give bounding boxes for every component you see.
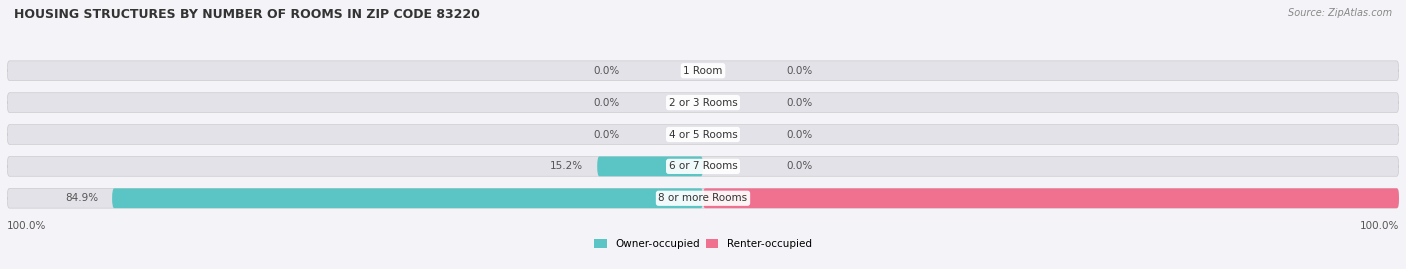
Text: 4 or 5 Rooms: 4 or 5 Rooms <box>669 129 737 140</box>
Text: 0.0%: 0.0% <box>786 161 813 171</box>
FancyBboxPatch shape <box>7 188 1399 208</box>
Text: 15.2%: 15.2% <box>550 161 583 171</box>
FancyBboxPatch shape <box>7 157 1399 176</box>
Text: 6 or 7 Rooms: 6 or 7 Rooms <box>669 161 737 171</box>
Text: 0.0%: 0.0% <box>593 129 620 140</box>
Text: Source: ZipAtlas.com: Source: ZipAtlas.com <box>1288 8 1392 18</box>
Text: 100.0%: 100.0% <box>7 221 46 231</box>
Text: 0.0%: 0.0% <box>786 98 813 108</box>
Text: 0.0%: 0.0% <box>786 66 813 76</box>
Text: 0.0%: 0.0% <box>593 66 620 76</box>
FancyBboxPatch shape <box>7 61 1399 81</box>
Text: 84.9%: 84.9% <box>65 193 98 203</box>
Text: 8 or more Rooms: 8 or more Rooms <box>658 193 748 203</box>
FancyBboxPatch shape <box>598 157 703 176</box>
Text: 1 Room: 1 Room <box>683 66 723 76</box>
FancyBboxPatch shape <box>7 93 1399 112</box>
Text: 100.0%: 100.0% <box>1360 221 1399 231</box>
FancyBboxPatch shape <box>7 125 1399 144</box>
Text: 0.0%: 0.0% <box>786 129 813 140</box>
FancyBboxPatch shape <box>703 188 1399 208</box>
Text: 2 or 3 Rooms: 2 or 3 Rooms <box>669 98 737 108</box>
FancyBboxPatch shape <box>112 188 703 208</box>
Legend: Owner-occupied, Renter-occupied: Owner-occupied, Renter-occupied <box>591 235 815 253</box>
Text: 0.0%: 0.0% <box>593 98 620 108</box>
Text: HOUSING STRUCTURES BY NUMBER OF ROOMS IN ZIP CODE 83220: HOUSING STRUCTURES BY NUMBER OF ROOMS IN… <box>14 8 479 21</box>
